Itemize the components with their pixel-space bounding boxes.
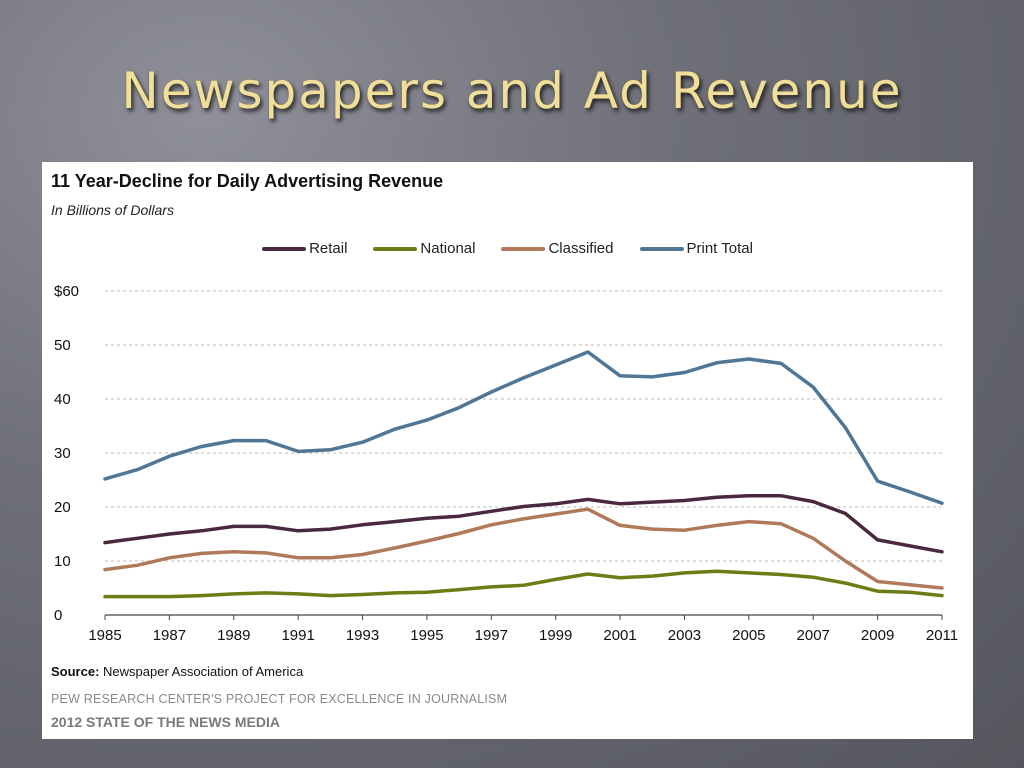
y-tick-label: 40 [54, 391, 71, 408]
legend-swatch-print-total [639, 246, 684, 251]
y-tick-label: 10 [54, 553, 71, 570]
legend-label-print-total: Print Total [686, 240, 753, 257]
x-tick-label: 1987 [153, 627, 186, 644]
source-text: Newspaper Association of America [99, 664, 304, 679]
legend-label-national: National [420, 240, 476, 257]
series-line-national [103, 569, 944, 599]
chart-subtitle: In Billions of Dollars [51, 202, 174, 218]
x-tick-label: 2003 [668, 627, 701, 644]
legend-label-retail: Retail [309, 240, 348, 257]
chart-source: Source: Newspaper Association of America [51, 664, 303, 679]
y-tick-label: 30 [54, 445, 71, 462]
legend-swatch-national [373, 246, 418, 251]
line-chart-plot: 0 10 20 30 40 50 $60 1985 1987 1989 1991 1993 1995 19… [54, 283, 958, 644]
x-tick-label: 1993 [346, 627, 379, 644]
y-tick-label: $60 [54, 283, 79, 300]
series-line-print-total [103, 350, 944, 505]
x-tick-label: 1995 [410, 627, 443, 644]
chart-panel: 11 Year-Decline for Daily Advertising Re… [42, 162, 973, 739]
y-tick-label: 0 [54, 607, 62, 624]
series-line-retail [103, 493, 944, 554]
slide-title: Newspapers and Ad Revenue [121, 62, 903, 120]
y-tick-label: 50 [54, 337, 71, 354]
x-tick-label: 1991 [281, 627, 314, 644]
x-tick-label: 1985 [88, 627, 121, 644]
x-tick-label: 2005 [732, 627, 765, 644]
x-tick-label: 1999 [539, 627, 572, 644]
x-tick-label: 1989 [217, 627, 250, 644]
chart-title: 11 Year-Decline for Daily Advertising Re… [51, 171, 444, 191]
chart-legend: Retail National Classified Print Total [42, 240, 973, 257]
credit-line-1: PEW RESEARCH CENTER'S PROJECT FOR EXCELL… [51, 692, 508, 706]
legend-label-classified: Classified [548, 240, 614, 257]
source-label: Source: [51, 664, 100, 679]
legend-item-classified: Classified [501, 240, 614, 257]
legend-item-national: National [373, 240, 475, 257]
legend-item-print-total: Print Total [639, 240, 753, 257]
x-tick-label: 2011 [926, 627, 958, 644]
x-tick-label: 2001 [603, 627, 636, 644]
x-tick-label: 2007 [797, 627, 830, 644]
legend-swatch-retail [262, 246, 307, 251]
x-tick-label: 2009 [861, 627, 894, 644]
series-line-classified [103, 507, 944, 590]
legend-swatch-classified [501, 246, 546, 251]
y-tick-label: 20 [54, 499, 71, 516]
legend-item-retail: Retail [262, 240, 347, 257]
x-tick-label: 1997 [475, 627, 508, 644]
credit-line-2: 2012 STATE OF THE NEWS MEDIA [51, 714, 280, 730]
